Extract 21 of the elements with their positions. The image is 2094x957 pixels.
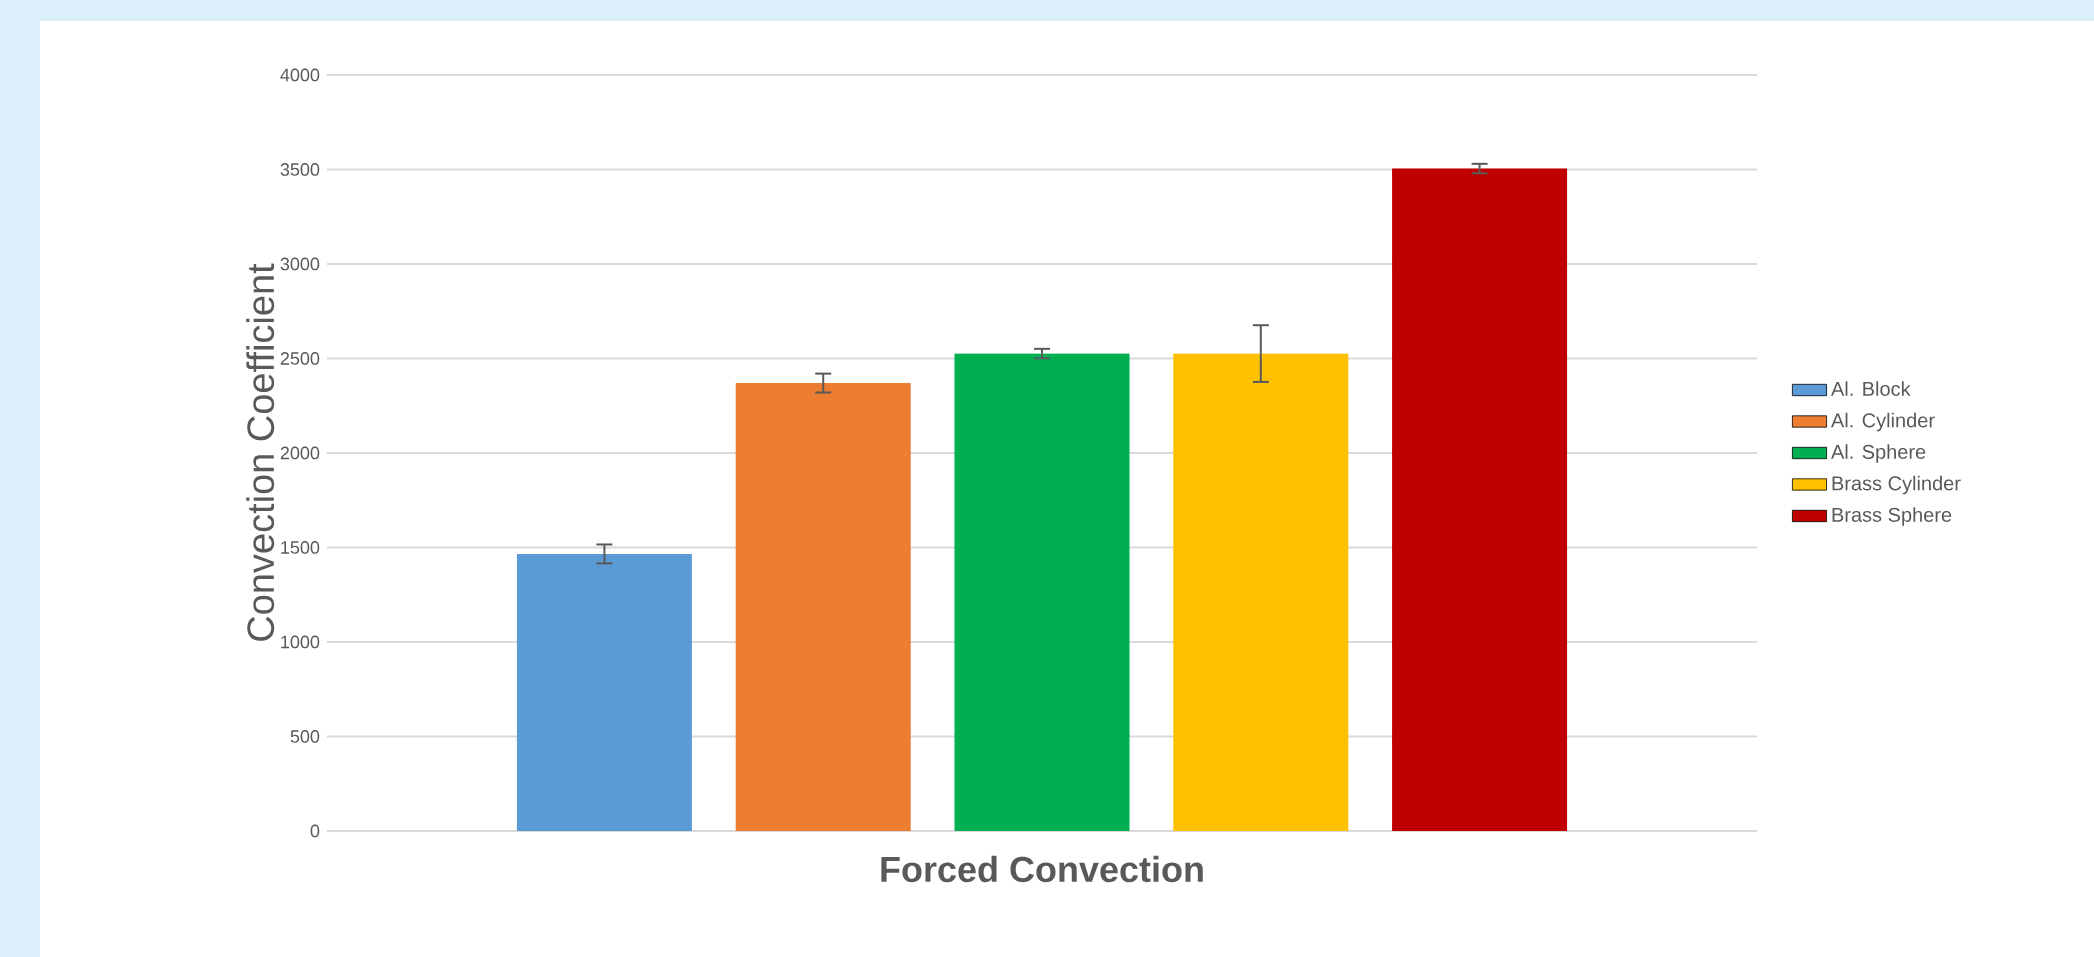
y-tick-label: 1500 — [281, 541, 320, 554]
bar — [516, 553, 692, 831]
y-tick-label: 1000 — [281, 635, 320, 649]
legend-label: Al. Block — [1830, 381, 1911, 396]
y-tick-label: 0 — [310, 824, 320, 838]
y-tick-label: 500 — [290, 730, 320, 743]
bar — [1392, 168, 1568, 831]
y-tick-label: 2000 — [280, 446, 320, 460]
bar — [735, 383, 911, 831]
y-tick-label: 3500 — [280, 163, 320, 176]
x-axis-title: Forced Convection — [881, 855, 1203, 883]
legend-label: Al. Cylinder — [1830, 412, 1935, 432]
y-tick-label: 3000 — [280, 257, 320, 271]
bar — [1173, 353, 1349, 831]
legend-label: Brass Sphere — [1832, 507, 1952, 526]
legend-label: Al. Sphere — [1830, 444, 1926, 463]
y-tick-label: 2500 — [280, 352, 320, 365]
y-axis-title: Convection Coefficient — [246, 263, 275, 641]
y-tick-label: 4000 — [280, 68, 320, 82]
bar — [954, 353, 1130, 831]
legend-label: Brass Cylinder — [1832, 475, 1961, 495]
